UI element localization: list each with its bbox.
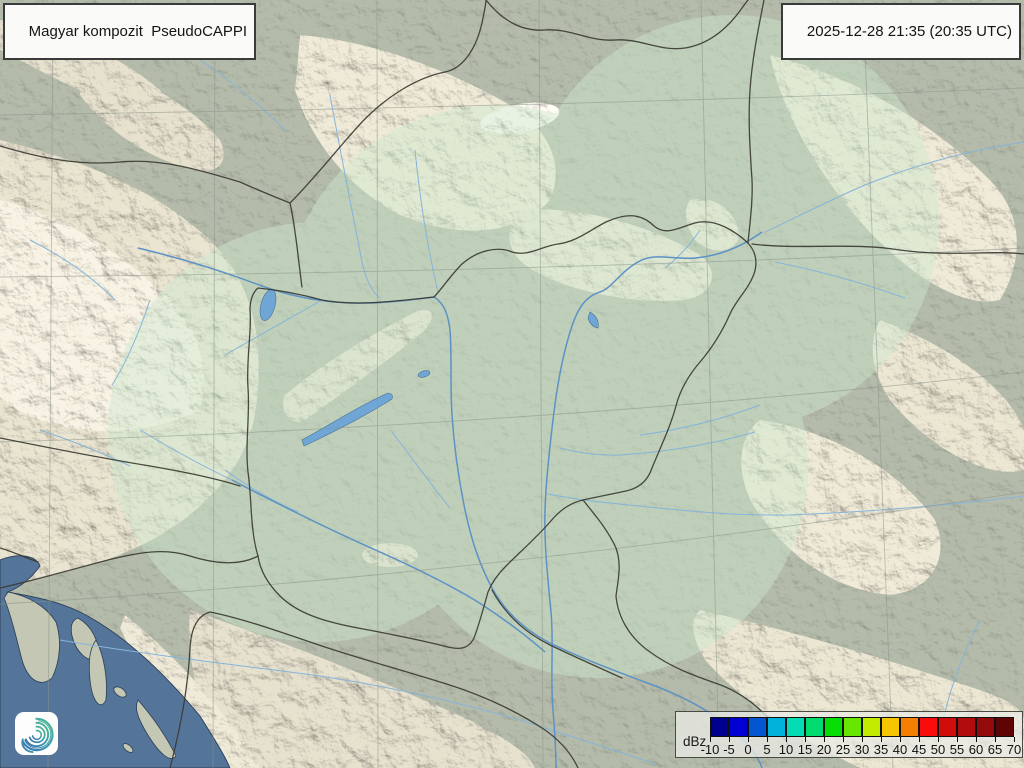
lake-velence bbox=[417, 370, 431, 378]
legend-tick-label: 60 bbox=[968, 742, 984, 757]
legend-tick bbox=[881, 737, 882, 742]
legend-tick-label: 30 bbox=[854, 742, 870, 757]
legend-color-cell bbox=[843, 717, 862, 737]
island bbox=[136, 699, 177, 759]
legend-tick-label: 65 bbox=[987, 742, 1003, 757]
legend-tick bbox=[729, 737, 730, 742]
legend-tick bbox=[900, 737, 901, 742]
legend-tick bbox=[748, 737, 749, 742]
legend-tick-label: 45 bbox=[911, 742, 927, 757]
hungaromet-swirl-icon bbox=[21, 717, 54, 754]
legend-tick-label: 40 bbox=[892, 742, 908, 757]
legend-tick bbox=[976, 737, 977, 742]
legend-tick-label: -5 bbox=[723, 742, 735, 757]
legend-tick bbox=[938, 737, 939, 742]
legend-color-cell bbox=[767, 717, 786, 737]
istria-peninsula bbox=[3, 591, 60, 683]
legend-tick bbox=[957, 737, 958, 742]
legend-tick bbox=[1014, 737, 1015, 742]
product-title: Magyar kompozit PseudoCAPPI bbox=[28, 23, 248, 40]
legend-color-cell bbox=[957, 717, 976, 737]
legend-tick bbox=[805, 737, 806, 742]
legend-tick bbox=[843, 737, 844, 742]
legend-color-cell bbox=[786, 717, 805, 737]
legend-color-cell bbox=[710, 717, 729, 737]
legend-tick bbox=[786, 737, 787, 742]
dbz-legend: dBz -10 -5 0 5 10 15 20 25 30 35 40 45 50 55 60 65 70 bbox=[675, 711, 1023, 758]
legend-color-cell bbox=[862, 717, 881, 737]
legend-tick bbox=[710, 737, 711, 742]
rivers bbox=[29, 59, 1024, 768]
legend-tick bbox=[824, 737, 825, 742]
legend-color-cell bbox=[805, 717, 824, 737]
legend-tick-label: -10 bbox=[700, 742, 720, 757]
lakes bbox=[259, 289, 599, 447]
legend-tick-label: 10 bbox=[778, 742, 794, 757]
legend-tick bbox=[995, 737, 996, 742]
lake-balaton bbox=[301, 392, 393, 447]
legend-color-cell bbox=[976, 717, 995, 737]
product-title-box: Magyar kompozit PseudoCAPPI bbox=[3, 3, 257, 60]
legend-tick-label: 70 bbox=[1006, 742, 1022, 757]
hungaromet-logo bbox=[15, 712, 58, 755]
hungary-border bbox=[246, 215, 757, 650]
legend-tick bbox=[862, 737, 863, 742]
timestamp-box: 2025-12-28 21:35 (20:35 UTC) bbox=[781, 3, 1021, 60]
legend-color-cell bbox=[729, 717, 748, 737]
legend-color-cell bbox=[824, 717, 843, 737]
legend-tick-label: 15 bbox=[797, 742, 813, 757]
legend-tick bbox=[919, 737, 920, 742]
legend-tick-label: 35 bbox=[873, 742, 889, 757]
lake-tisza bbox=[587, 311, 599, 329]
legend-color-cell bbox=[919, 717, 938, 737]
legend-tick-label: 0 bbox=[744, 742, 752, 757]
legend-color-cell bbox=[900, 717, 919, 737]
river-drava bbox=[231, 479, 546, 653]
island bbox=[88, 639, 107, 706]
legend-tick-label: 25 bbox=[835, 742, 851, 757]
legend-color-cell bbox=[938, 717, 957, 737]
legend-tick-label: 5 bbox=[763, 742, 771, 757]
legend-tick-label: 50 bbox=[930, 742, 946, 757]
legend-tick bbox=[767, 737, 768, 742]
legend-tick-label: 20 bbox=[816, 742, 832, 757]
legend-color-cell bbox=[748, 717, 767, 737]
island bbox=[122, 743, 134, 753]
legend-tick-label: 55 bbox=[949, 742, 965, 757]
legend-unit-label: dBz bbox=[683, 734, 707, 749]
island bbox=[113, 686, 127, 698]
adriatic-sea bbox=[0, 555, 231, 768]
timestamp: 2025-12-28 21:35 (20:35 UTC) bbox=[806, 23, 1012, 40]
river-tisza bbox=[544, 231, 763, 768]
legend-color-cell bbox=[881, 717, 900, 737]
legend-color-cell bbox=[995, 717, 1014, 737]
